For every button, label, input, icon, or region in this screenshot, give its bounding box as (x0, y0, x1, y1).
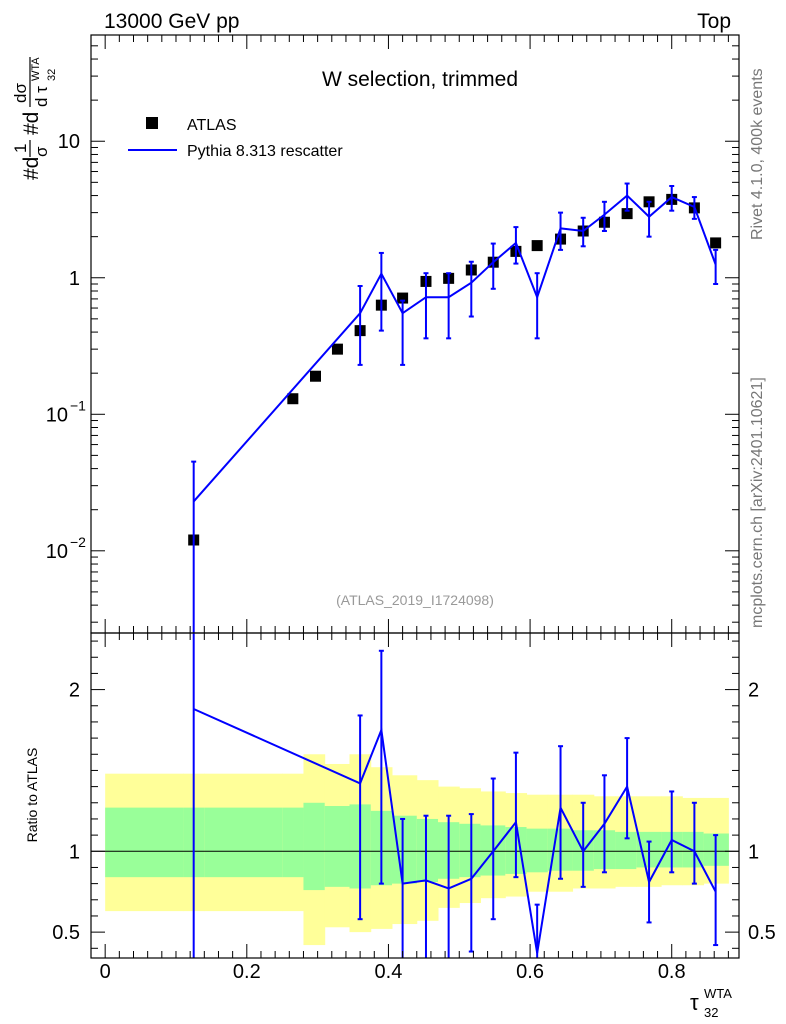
ratio-y-tick-label-right: 2 (748, 680, 759, 702)
ratio-y-tick-label-right: 0.5 (748, 922, 776, 944)
mcplots-info: mcplots.cern.ch [arXiv:2401.10621] (749, 377, 766, 628)
ratio-data-layer (192, 633, 719, 958)
ylabel-d1: #d (20, 157, 43, 180)
x-tick-label: 0 (100, 961, 111, 983)
ratio-uncertainty-bands (91, 754, 739, 946)
green-band-bin (204, 807, 283, 878)
ylabel-sub: 32 (46, 69, 58, 81)
ratio-y-tick-label-right: 1 (748, 841, 759, 863)
ylabel-sup: WTA (30, 57, 42, 81)
pythia-line (192, 194, 717, 503)
x-tick-label: 0.8 (658, 961, 686, 983)
main-y-tick-label: 10 (46, 404, 68, 426)
x-tick-label: 0.6 (516, 961, 544, 983)
atlas-point (621, 208, 633, 220)
main-y-tick-label: 10 (58, 131, 80, 153)
ylabel-sigma: σ (32, 146, 51, 157)
header-right: Top (697, 10, 731, 33)
xlabel-sup: WTA (704, 986, 732, 1001)
main-y-tick-label: 1 (69, 268, 80, 290)
x-tick-label: 0.2 (233, 961, 261, 983)
atlas-point (710, 237, 722, 249)
main-data-layer (188, 182, 722, 633)
ratio-frame (90, 632, 740, 959)
green-band-bin (459, 823, 482, 878)
atlas-point (531, 240, 543, 252)
x-tick-label: 0.4 (375, 961, 403, 983)
atlas-point (331, 343, 343, 355)
atlas-point (287, 393, 299, 405)
ratio-y-tick-label: 0.5 (52, 922, 80, 944)
green-band-bin (282, 807, 304, 878)
legend-atlas-label: ATLAS (187, 117, 237, 134)
ylabel-d2: #d (20, 112, 43, 135)
main-ylabel: #d 1 σ #d dσ d τ WTA 32 (11, 57, 58, 180)
ratio-y-tick-label: 2 (69, 680, 80, 702)
green-band-bin (615, 831, 637, 870)
green-band-bin (526, 828, 549, 873)
main-y-tick-exponent: −2 (70, 534, 86, 550)
green-band-bin (391, 815, 418, 884)
ratio-ylabel: Ratio to ATLAS (24, 748, 40, 843)
xlabel-sub: 32 (704, 1005, 718, 1020)
analysis-id: (ATLAS_2019_I1724098) (336, 592, 494, 608)
ratio-axes: 0.5 0.5 1 1 2 2 0 0.2 0.4 0.6 0.8 (52, 632, 776, 983)
main-title: W selection, trimmed (322, 68, 518, 91)
green-band-bin (324, 806, 350, 887)
x-axis-label: τ WTA 32 (690, 986, 732, 1020)
ylabel-dtau: d τ (32, 86, 51, 107)
ratio-line (193, 708, 717, 954)
xlabel-base: τ (690, 990, 699, 1015)
ratio-y-tick-label: 1 (69, 841, 80, 863)
main-y-tick-exponent: −1 (70, 397, 86, 413)
legend: ATLAS Pythia 8.313 rescatter (128, 117, 343, 160)
atlas-point (309, 370, 321, 382)
ylabel-one: 1 (11, 144, 30, 153)
rivet-info: Rivet 4.1.0, 400k events (749, 68, 766, 240)
green-band-bin (303, 802, 326, 891)
ylabel-dsigma: dσ (11, 83, 30, 103)
legend-pythia-label: Pythia 8.313 rescatter (187, 143, 343, 160)
atlas-point (397, 292, 409, 304)
green-band-bin (416, 818, 439, 883)
main-y-tick-label: 10 (46, 541, 68, 563)
header-left: 13000 GeV pp (104, 10, 239, 33)
legend-atlas-marker (146, 117, 158, 129)
green-band-bin (105, 807, 184, 878)
